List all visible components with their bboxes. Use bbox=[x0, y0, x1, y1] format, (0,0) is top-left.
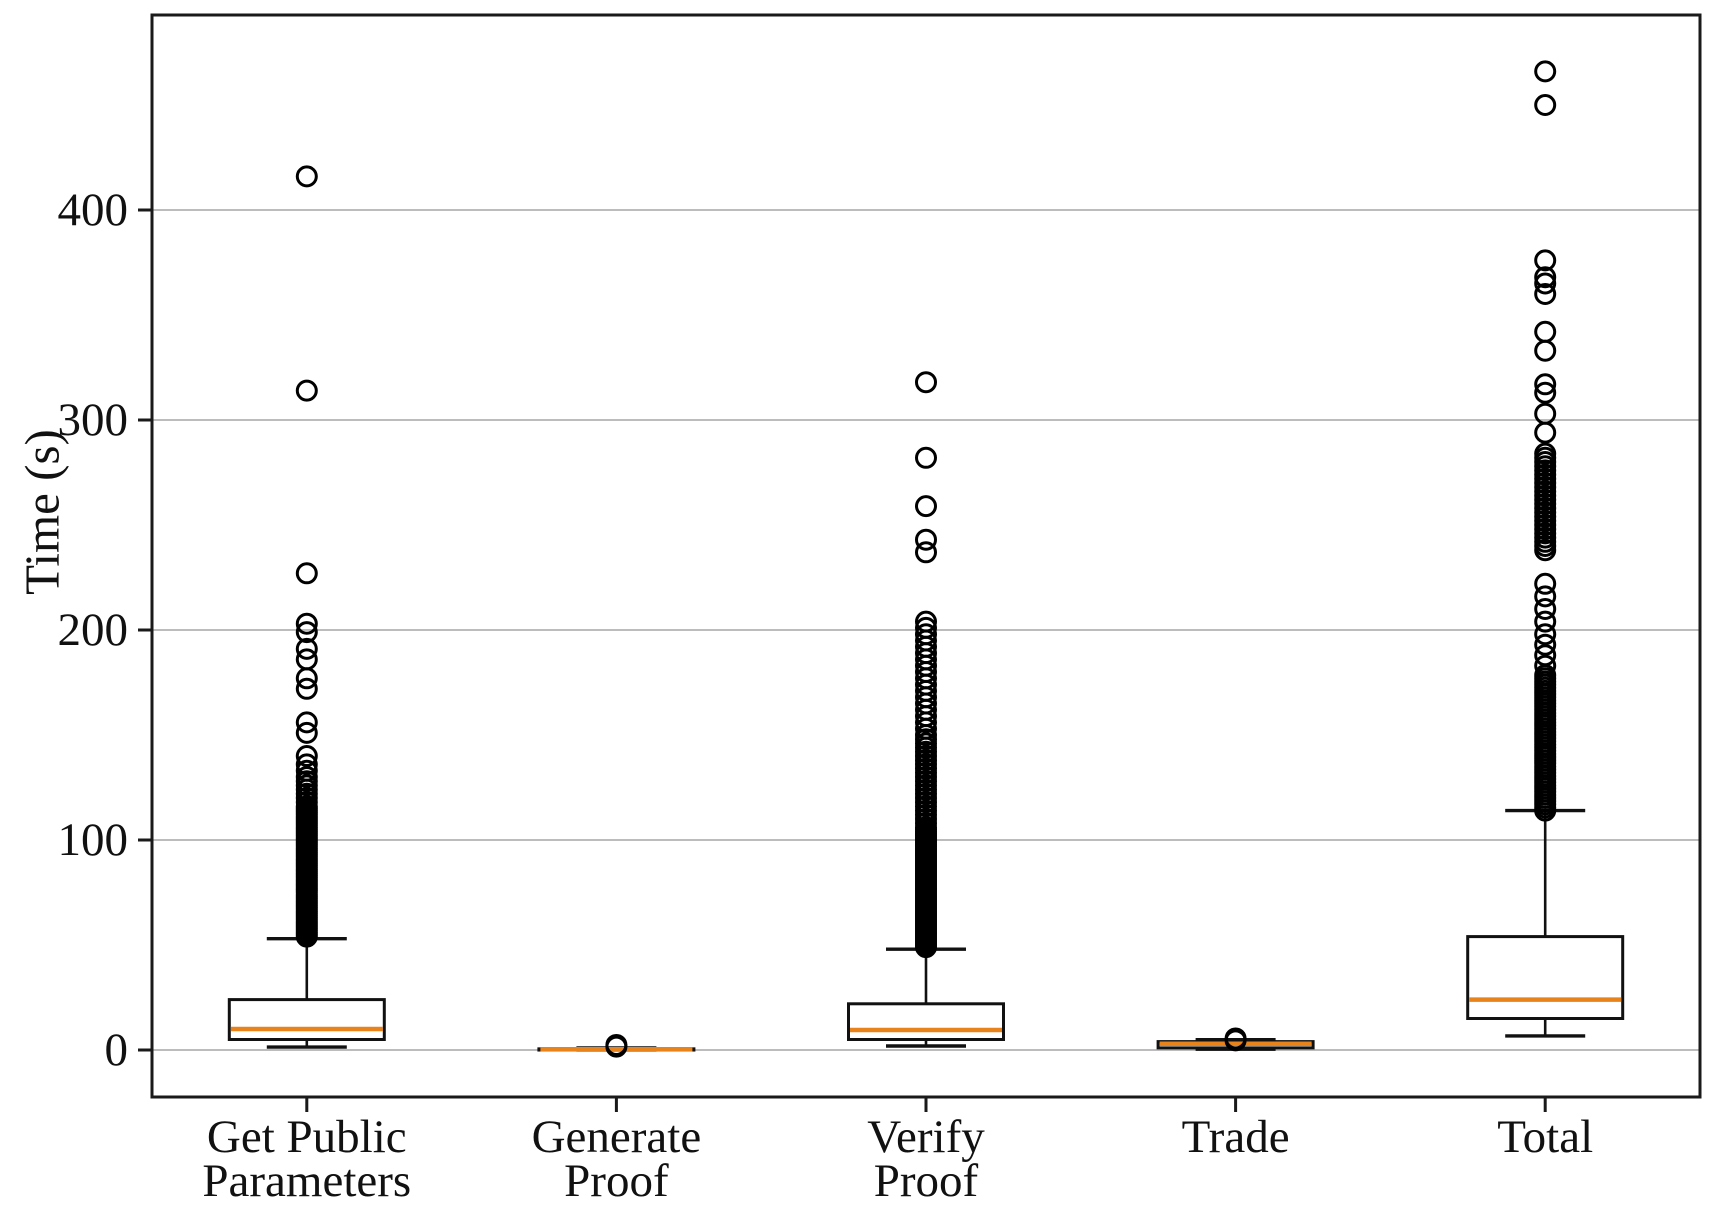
outlier-dot bbox=[1534, 373, 1557, 396]
x-tick-label: Trade bbox=[1182, 1111, 1290, 1163]
outlier-dot bbox=[295, 165, 318, 188]
boxplot-group bbox=[227, 165, 386, 1049]
outlier-dot bbox=[295, 711, 318, 734]
y-axis-title: Time (s) bbox=[15, 429, 70, 595]
outlier-dot bbox=[915, 541, 937, 564]
outlier-dot bbox=[295, 379, 318, 402]
outlier-dot bbox=[1534, 249, 1557, 272]
outlier-dot bbox=[1534, 654, 1557, 677]
outlier-dot bbox=[295, 766, 318, 788]
y-tick-label: 300 bbox=[58, 394, 129, 446]
plot-frame bbox=[150, 13, 1702, 1099]
outlier-dot bbox=[1534, 320, 1557, 343]
outlier-dot bbox=[295, 745, 318, 767]
outlier-dot bbox=[915, 371, 937, 394]
outlier-dot bbox=[295, 677, 318, 700]
x-tick-label: Total bbox=[1497, 1111, 1593, 1163]
outlier-dot bbox=[605, 1033, 628, 1056]
x-tick-label: Proof bbox=[564, 1155, 669, 1207]
outlier-dot bbox=[1534, 598, 1557, 620]
outlier-dot bbox=[915, 616, 937, 639]
outlier-dot bbox=[1534, 60, 1557, 83]
outlier-dot bbox=[295, 637, 318, 660]
outlier-dot bbox=[1534, 339, 1557, 362]
iqr-box bbox=[1466, 935, 1625, 1020]
outlier-dot bbox=[1534, 402, 1557, 425]
outlier-dot bbox=[1534, 623, 1557, 646]
boxplot-group bbox=[1156, 1027, 1315, 1052]
outlier-dot bbox=[1534, 94, 1557, 116]
boxplot-group bbox=[537, 1033, 696, 1058]
outlier-dot bbox=[1534, 442, 1557, 465]
y-tick-label: 200 bbox=[58, 604, 129, 656]
x-tick-label: Get Public bbox=[207, 1111, 407, 1163]
y-tick-label: 0 bbox=[105, 1024, 129, 1076]
x-tick-label: Generate bbox=[532, 1111, 702, 1163]
iqr-box bbox=[227, 998, 386, 1041]
outlier-dot bbox=[1534, 381, 1557, 404]
outlier-dot bbox=[915, 495, 937, 518]
outlier-dot bbox=[295, 562, 318, 585]
y-tick-label: 100 bbox=[58, 814, 129, 866]
outlier-dot bbox=[295, 721, 318, 744]
outlier-dot bbox=[1534, 572, 1557, 595]
outlier-dot bbox=[295, 621, 318, 644]
outlier-dot bbox=[1534, 266, 1557, 289]
outlier-dot bbox=[295, 759, 318, 782]
x-tick-label: Verify bbox=[867, 1111, 985, 1163]
outlier-dot bbox=[1534, 272, 1557, 295]
x-tick-label: Parameters bbox=[202, 1155, 411, 1207]
outlier-dot bbox=[1534, 283, 1557, 305]
outlier-dot bbox=[915, 528, 937, 551]
outlier-dot bbox=[1534, 421, 1557, 444]
outlier-dot bbox=[295, 753, 318, 776]
outlier-dot bbox=[915, 623, 937, 646]
outlier-dot bbox=[915, 610, 937, 633]
y-tick-label: 400 bbox=[58, 184, 129, 236]
outlier-dot bbox=[1534, 633, 1557, 656]
outlier-dot bbox=[295, 648, 318, 671]
outlier-dot bbox=[1534, 610, 1557, 633]
boxplot-group bbox=[1466, 60, 1625, 1038]
outlier-dot bbox=[295, 612, 318, 635]
outlier-dot bbox=[915, 446, 937, 469]
outlier-dot bbox=[1534, 644, 1557, 667]
x-tick-label: Proof bbox=[874, 1155, 979, 1207]
outlier-dot bbox=[1534, 585, 1557, 608]
boxplot-group bbox=[847, 371, 1005, 1048]
iqr-box bbox=[847, 1002, 1005, 1041]
outlier-dot bbox=[1224, 1027, 1247, 1050]
